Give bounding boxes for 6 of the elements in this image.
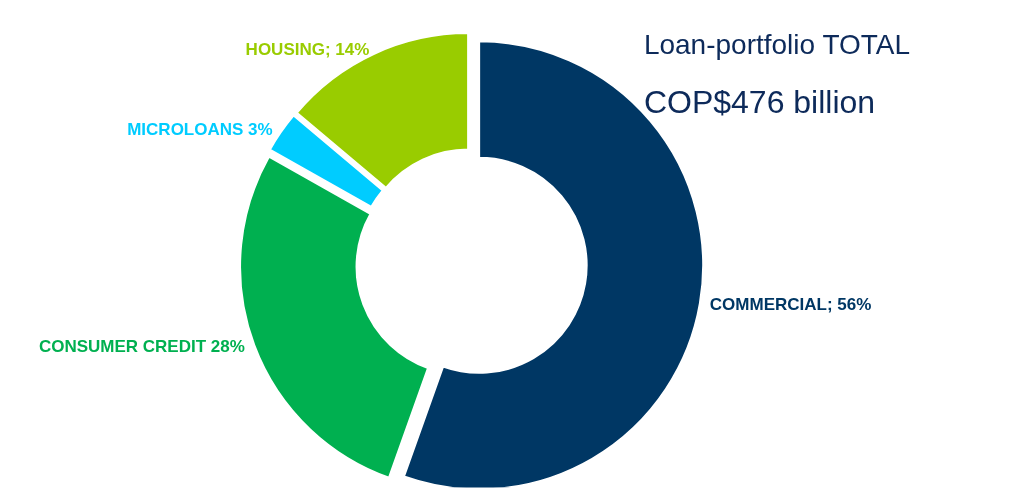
text: COP$476 billion [643,83,876,120]
chart-title: Loan-portfolio TOTAL [643,29,911,61]
slice-label: HOUSING; 14% [245,39,370,59]
slice-label: CONSUMER CREDIT 28% [38,337,245,357]
slice-label: MICROLOANS 3% [127,119,273,139]
slice-label: COMMERCIAL; 56% [709,294,872,314]
